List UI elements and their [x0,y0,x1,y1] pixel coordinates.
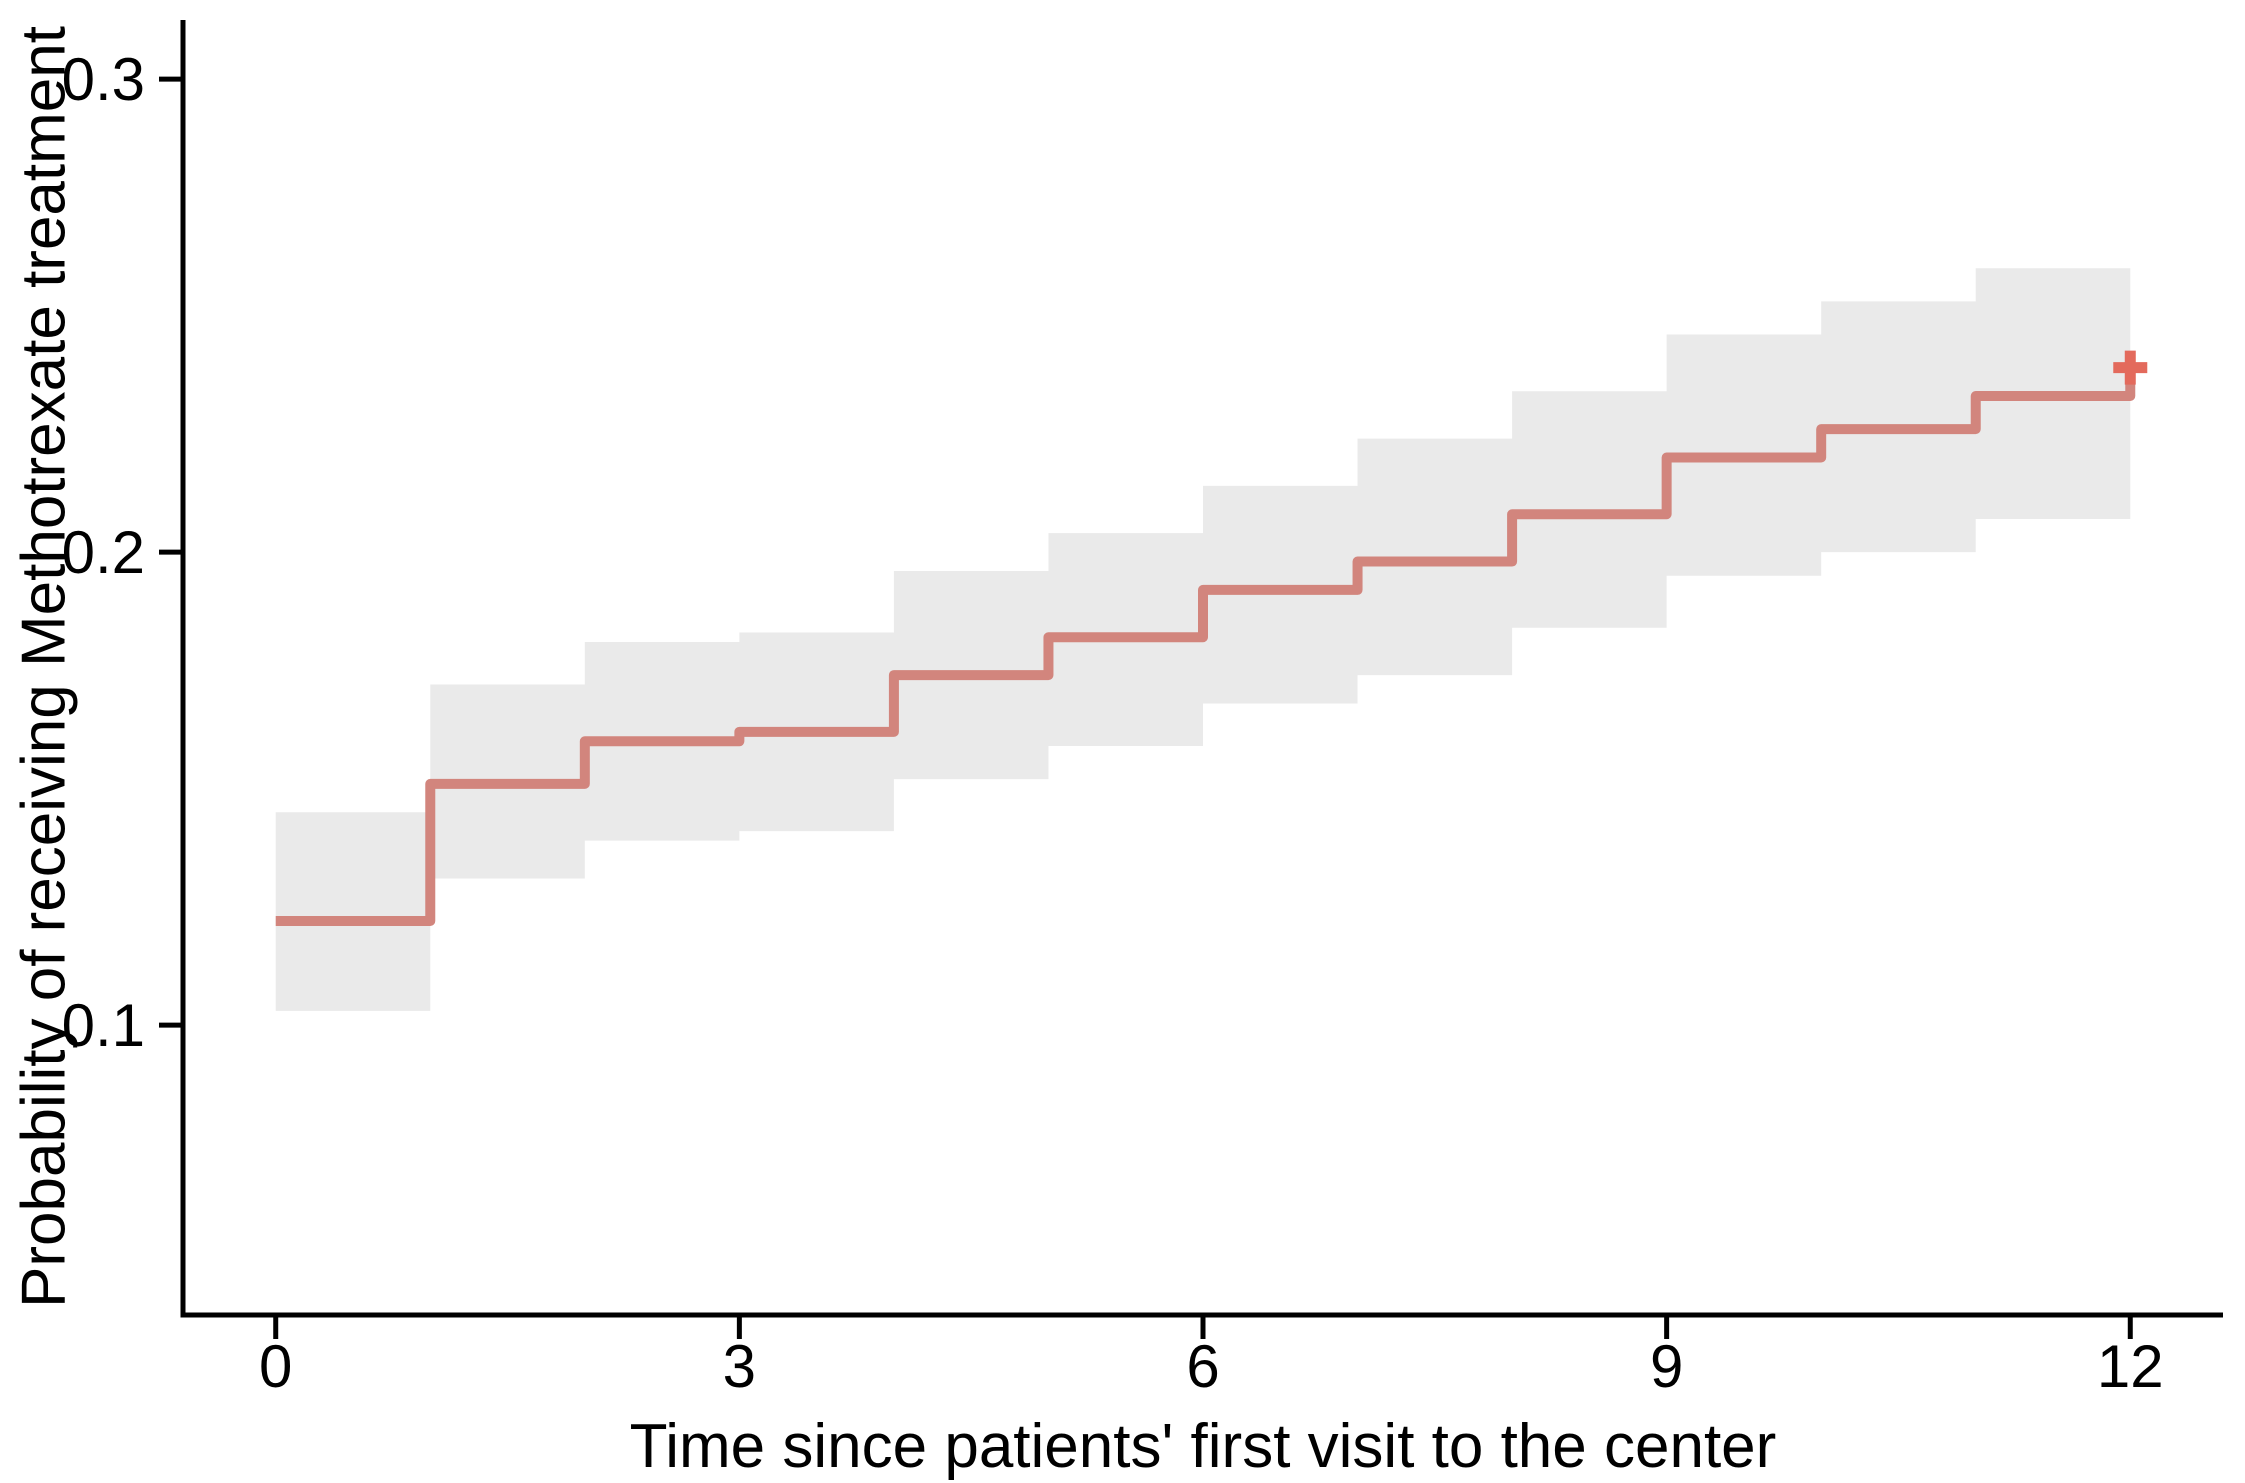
x-tick-label: 12 [2097,1333,2164,1400]
x-tick-label: 9 [1650,1333,1683,1400]
x-tick-label: 0 [259,1333,292,1400]
x-tick-label: 6 [1186,1333,1219,1400]
x-axis-title: Time since patients' first visit to the … [629,1412,1777,1481]
y-tick-label: 0.3 [62,46,145,113]
y-tick-label: 0.2 [62,519,145,586]
survival-step-curve [275,367,2136,927]
x-tick-label: 3 [723,1333,756,1400]
y-axis-title: Probability of receiving Methotrexate tr… [9,26,79,1308]
y-tick-label: 0.1 [62,992,145,1059]
censor-plus-mark [2113,350,2148,385]
